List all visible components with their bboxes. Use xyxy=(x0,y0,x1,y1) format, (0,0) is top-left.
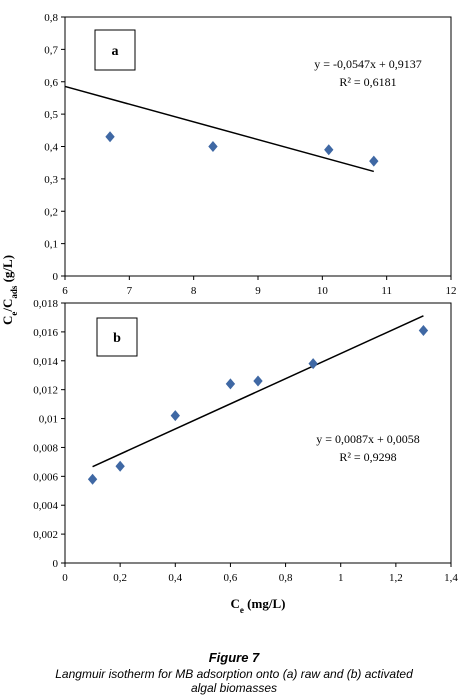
x-tick-label: 7 xyxy=(127,285,133,297)
plot-frame xyxy=(64,302,452,564)
data-point xyxy=(105,131,115,143)
data-point xyxy=(170,410,180,422)
y-tick-label: 0,2 xyxy=(44,206,58,218)
panel-label-box xyxy=(96,317,138,357)
y-tick-label: 0,004 xyxy=(33,500,58,512)
panel-label-box xyxy=(94,29,136,71)
data-point xyxy=(253,375,263,387)
y-tick-label: 0,01 xyxy=(39,414,58,426)
x-tick-label: 0 xyxy=(62,572,68,584)
x-tick-label: 8 xyxy=(191,285,197,297)
figure-label: Figure 7 xyxy=(209,650,260,665)
x-tick-label: 1 xyxy=(338,572,344,584)
y-title-part: /C xyxy=(0,299,15,313)
fit-r2: R² = 0,6181 xyxy=(339,75,396,89)
x-tick-label: 6 xyxy=(62,285,68,297)
y-title-part: ads xyxy=(9,285,19,299)
x-tick-label: 0,6 xyxy=(224,572,238,584)
data-point xyxy=(87,473,98,485)
caption-line: algal biomasses xyxy=(191,681,277,695)
x-title-part: C xyxy=(231,596,240,611)
y-tick-label: 0,3 xyxy=(44,174,58,186)
x-axis-title: Ce (mg/L) xyxy=(231,596,286,615)
y-tick-label: 0,4 xyxy=(44,142,58,154)
data-point xyxy=(418,324,429,336)
y-axis-title: Ce/Cads (g/L) xyxy=(0,255,19,325)
y-tick-label: 0,8 xyxy=(44,12,58,24)
panel-label: a xyxy=(112,44,119,59)
data-point xyxy=(208,141,218,152)
y-tick-label: 0,1 xyxy=(44,239,58,251)
x-tick-label: 0,8 xyxy=(279,572,293,584)
y-tick-label: 0,5 xyxy=(44,109,58,121)
data-point xyxy=(324,144,334,156)
y-tick-label: 0,008 xyxy=(33,442,58,454)
y-tick-label: 0 xyxy=(53,271,59,283)
x-title-part: e xyxy=(240,605,244,615)
x-tick-label: 0,4 xyxy=(168,572,182,584)
y-tick-label: 0,012 xyxy=(33,385,58,397)
y-title-part: C xyxy=(0,316,15,325)
y-tick-label: 0,018 xyxy=(33,298,58,310)
trend-line xyxy=(64,85,374,173)
fit-equation: y = -0,0547x + 0,9137 xyxy=(314,57,422,71)
trend-line xyxy=(92,315,424,468)
x-tick-label: 1,4 xyxy=(444,572,458,584)
y-title-part: e xyxy=(9,312,19,316)
y-tick-label: 0,002 xyxy=(33,529,58,541)
data-point xyxy=(369,155,379,167)
y-tick-label: 0,7 xyxy=(44,44,58,56)
y-title-part: (g/L) xyxy=(0,255,15,286)
x-tick-label: 11 xyxy=(381,285,392,297)
fit-r2: R² = 0,9298 xyxy=(339,450,396,464)
data-point xyxy=(225,378,236,390)
caption-line: Langmuir isotherm for MB adsorption onto… xyxy=(55,667,413,681)
data-point xyxy=(308,358,318,370)
x-tick-label: 9 xyxy=(255,285,261,297)
x-tick-label: 0,2 xyxy=(113,572,127,584)
x-tick-label: 10 xyxy=(317,285,329,297)
y-tick-label: 0,006 xyxy=(33,471,58,483)
x-tick-label: 12 xyxy=(446,285,457,297)
y-tick-label: 0,6 xyxy=(44,77,58,89)
panel-label: b xyxy=(113,331,121,346)
y-tick-label: 0,014 xyxy=(33,356,58,368)
data-point xyxy=(115,460,125,472)
x-tick-label: 1,2 xyxy=(389,572,403,584)
y-tick-label: 0,016 xyxy=(33,327,58,339)
y-tick-label: 0 xyxy=(53,558,59,570)
x-title-part: (mg/L) xyxy=(244,596,286,611)
fit-equation: y = 0,0087x + 0,0058 xyxy=(316,432,420,446)
